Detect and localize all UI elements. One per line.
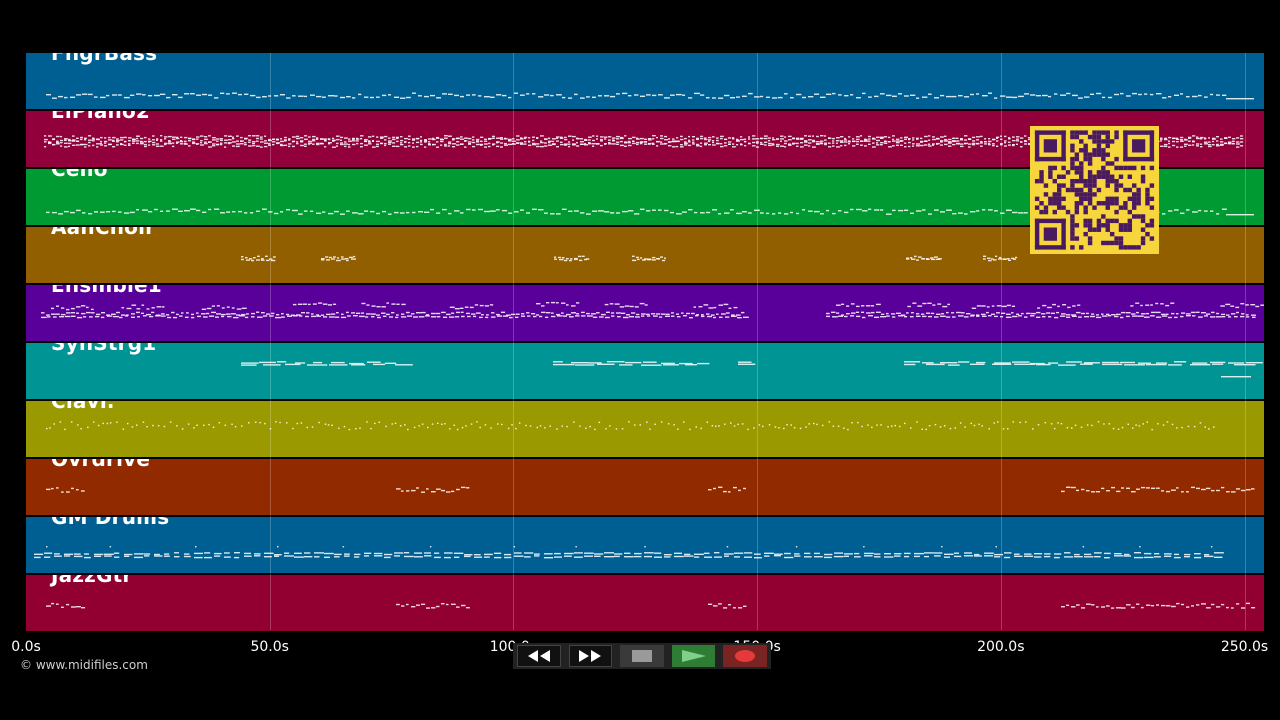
stop-icon <box>632 650 653 662</box>
time-tick-label: 200.0s <box>977 639 1025 655</box>
grid-line <box>513 53 515 630</box>
track-label: Ovrdrive <box>51 459 151 471</box>
track-label: JazzGtr <box>51 575 133 587</box>
track-notes <box>41 301 1264 319</box>
track-notes <box>46 92 1254 100</box>
transport-controls <box>513 643 771 669</box>
track-ensmble1: Ensmble1 <box>26 285 1264 341</box>
rewind-icon <box>527 650 550 662</box>
track-synstrg1: SynStrg1 <box>26 343 1264 399</box>
copyright-text: © www.midifiles.com <box>20 658 148 672</box>
track-notes <box>46 421 1215 431</box>
grid-line <box>269 53 271 630</box>
grid-line <box>1244 53 1246 630</box>
stop-button[interactable] <box>620 645 664 667</box>
track-notes <box>46 486 1255 493</box>
qr-code-graphic <box>1034 130 1155 250</box>
qr-code <box>1030 126 1159 254</box>
track-ovrdrive: Ovrdrive <box>26 459 1264 515</box>
fast-forward-icon <box>579 650 602 662</box>
track-fngrbass: FngrBass <box>26 53 1264 109</box>
track-label: AahChoir <box>51 227 156 239</box>
play-icon <box>681 650 706 662</box>
track-label: ElPiano2 <box>51 111 151 123</box>
track-notes <box>241 361 1263 378</box>
track-label: GM Drums <box>51 517 170 529</box>
track-label: FngrBass <box>51 53 158 65</box>
fast-forward-button[interactable] <box>568 645 613 667</box>
track-clavi: Clavi. <box>26 401 1264 457</box>
record-icon <box>735 650 756 662</box>
track-label: Clavi. <box>51 401 115 413</box>
track-notes <box>34 546 1224 559</box>
rewind-button[interactable] <box>517 645 561 667</box>
track-jazzgtr: JazzGtr <box>26 575 1264 631</box>
time-tick-label: 0.0s <box>11 639 41 655</box>
track-notes <box>241 255 1018 262</box>
grid-line <box>757 53 759 630</box>
track-label: Cello <box>51 169 108 181</box>
time-tick-label: 250.0s <box>1220 639 1269 655</box>
track-gm-drums: GM Drums <box>26 517 1264 573</box>
track-label: SynStrg1 <box>51 343 157 355</box>
grid-line <box>1000 53 1002 630</box>
track-label: Ensmble1 <box>51 285 162 297</box>
record-button[interactable] <box>723 645 767 667</box>
track-notes <box>46 602 1256 609</box>
play-button[interactable] <box>671 645 716 667</box>
track-notes <box>44 135 1244 148</box>
time-tick-label: 50.0s <box>250 639 289 655</box>
piano-roll: FngrBass ElPiano2 Cello AahChoir Ensmble1 Syn… <box>26 53 1264 631</box>
